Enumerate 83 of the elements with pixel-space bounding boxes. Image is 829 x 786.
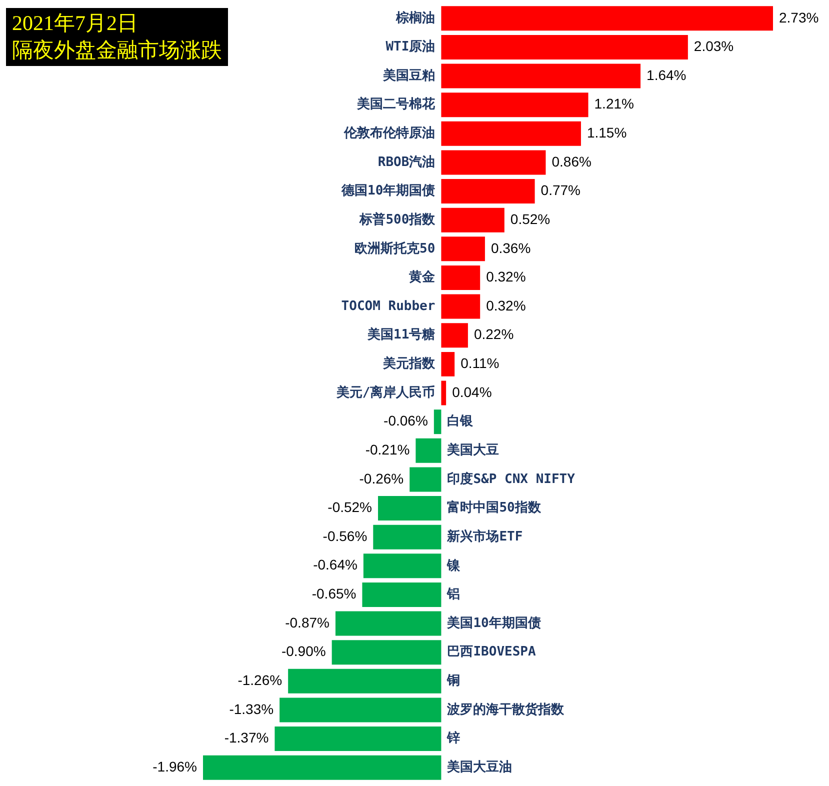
data-label: -0.56% xyxy=(322,528,368,544)
bar xyxy=(280,698,442,722)
bar xyxy=(441,64,641,88)
y-tick-label: 美国二号棉花 xyxy=(356,96,436,112)
y-tick-label: 铜 xyxy=(446,674,460,689)
bar xyxy=(363,554,442,578)
y-tick-label: 铝 xyxy=(446,587,460,602)
data-label: 0.86% xyxy=(552,153,592,170)
bar xyxy=(441,121,581,146)
data-label: 1.21% xyxy=(594,96,634,112)
bar xyxy=(441,6,773,31)
y-tick-label: 美国11号糖 xyxy=(366,326,436,343)
data-label: 0.04% xyxy=(452,384,492,400)
bar xyxy=(441,265,480,290)
y-tick-label: TOCOM Rubber xyxy=(341,298,436,314)
data-label: -1.26% xyxy=(238,672,282,688)
text: 隔夜外盘金融市场涨跌 xyxy=(12,37,222,64)
data-label: -1.33% xyxy=(229,700,274,717)
data-label: 0.77% xyxy=(540,182,580,198)
y-tick-label: 德国10年期国债 xyxy=(340,184,436,199)
data-label: -0.52% xyxy=(328,499,372,516)
y-tick-label: 新兴市场ETF xyxy=(446,528,523,544)
bar xyxy=(410,467,442,492)
data-label: 1.64% xyxy=(646,66,686,83)
bar xyxy=(203,755,442,780)
y-tick-label: 镍 xyxy=(446,558,462,574)
bar xyxy=(378,496,442,521)
data-label: 0.36% xyxy=(490,240,531,256)
data-label: 0.11% xyxy=(460,355,500,372)
y-tick-label: 白银 xyxy=(447,414,474,430)
y-tick-label: 黄金 xyxy=(408,270,436,286)
bar xyxy=(441,294,480,319)
data-label: 0.32% xyxy=(486,268,526,285)
bar xyxy=(288,668,442,694)
data-label: -0.87% xyxy=(285,614,330,630)
bar xyxy=(362,582,442,607)
y-tick-label: 棕榈油 xyxy=(395,10,436,26)
data-label: -0.65% xyxy=(312,586,356,602)
y-tick-label: RBOB汽油 xyxy=(378,154,436,170)
y-tick-label: 美国豆粕 xyxy=(382,67,436,84)
data-label: -1.96% xyxy=(152,758,197,774)
data-label: 2.03% xyxy=(694,38,734,54)
y-tick-label: 美国大豆 xyxy=(446,442,500,458)
data-label: -0.06% xyxy=(384,412,428,429)
y-tick-label: 美国大豆油 xyxy=(446,758,512,775)
bar xyxy=(441,236,485,262)
y-tick-label: 锌 xyxy=(446,730,460,746)
y-tick-label: WTI原油 xyxy=(386,40,436,55)
data-label: 0.22% xyxy=(474,326,514,342)
bar xyxy=(441,380,446,406)
bar xyxy=(335,611,442,636)
y-tick-label: 波罗的海干散货指数 xyxy=(446,701,566,718)
data-label: -0.90% xyxy=(281,643,326,660)
y-tick-label: 印度S&P CNX NIFTY xyxy=(447,470,576,487)
data-label: 2.73% xyxy=(779,9,819,26)
y-tick-label: 标普500指数 xyxy=(358,211,436,228)
bar xyxy=(274,726,442,752)
data-label: 0.32% xyxy=(486,297,526,314)
data-label: 0.52% xyxy=(510,210,550,227)
y-tick-label: 富时中国50指数 xyxy=(447,500,542,516)
y-tick-label: 美元/离岸人民币 xyxy=(335,384,436,400)
bar xyxy=(441,323,468,348)
y-tick-label: 欧洲斯托克50 xyxy=(354,241,436,256)
bar xyxy=(434,410,442,434)
data-label: -0.64% xyxy=(313,556,358,573)
bar xyxy=(441,92,588,118)
chart-title: 2021年7月2日 xyxy=(12,10,139,37)
y-tick-label: 美国10年期国债 xyxy=(446,614,541,631)
y-tick-label: 伦敦布伦特原油 xyxy=(343,125,436,142)
bar xyxy=(373,524,442,550)
bar xyxy=(332,640,442,665)
data-label: -1.37% xyxy=(224,730,269,746)
bar xyxy=(441,179,535,204)
bar xyxy=(441,150,546,175)
bar xyxy=(416,438,442,463)
y-tick-label: 美元指数 xyxy=(382,356,436,372)
data-label: -0.26% xyxy=(359,470,404,486)
bar xyxy=(441,34,688,60)
y-tick-label: 巴西IBOVESPA xyxy=(447,644,536,660)
data-label: -0.21% xyxy=(365,441,410,458)
bar xyxy=(441,208,504,232)
data-label: 1.15% xyxy=(586,124,627,141)
bar xyxy=(441,352,455,376)
